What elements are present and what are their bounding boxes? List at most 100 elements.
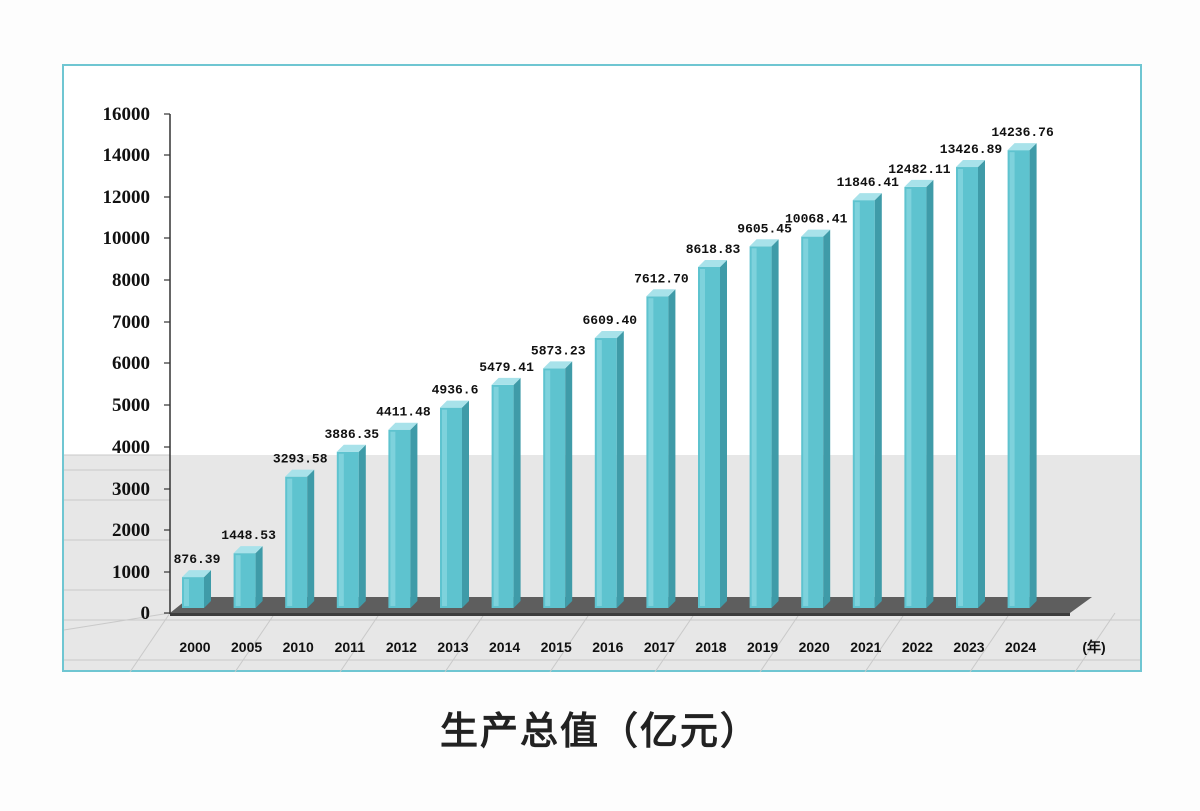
bar-side	[668, 289, 676, 608]
bar-top	[491, 377, 521, 385]
data-label: 5479.41	[479, 360, 534, 375]
data-label: 3886.35	[324, 427, 379, 442]
bar-chart: 0 1000 2000 3000 4000 5000 6000 7000 8000 10000 12…	[63, 104, 1140, 673]
floor-grid-lines	[63, 454, 1140, 673]
x-tick-label: 2022	[902, 639, 933, 655]
bar-highlight	[338, 453, 344, 606]
bar-side	[513, 377, 521, 608]
y-tick-label: 8000	[112, 270, 150, 291]
bar-side	[410, 422, 418, 608]
bar-highlight	[235, 555, 241, 606]
data-label: 1448.53	[221, 528, 276, 543]
bar	[491, 377, 521, 608]
bar-top	[801, 229, 831, 237]
bar	[233, 546, 263, 608]
data-label: 8618.83	[686, 242, 741, 257]
bar	[543, 361, 573, 608]
bar-side	[616, 331, 624, 608]
y-tick-label: 14000	[103, 145, 151, 166]
bar-top	[336, 444, 366, 452]
x-tick-label: 2015	[541, 639, 572, 655]
bar-highlight	[493, 386, 499, 606]
x-axis-unit: (年)	[1082, 639, 1105, 655]
bar-highlight	[751, 248, 757, 606]
bar	[1007, 143, 1037, 608]
bar-top	[852, 193, 882, 201]
bar-side	[720, 260, 727, 608]
bar-side	[204, 570, 211, 608]
y-tick-label: 16000	[103, 104, 151, 125]
bar-top	[956, 160, 985, 168]
bar-side	[358, 444, 366, 608]
bar	[749, 239, 779, 608]
y-tick-label: 3000	[112, 479, 150, 500]
data-label: 876.39	[174, 552, 221, 567]
data-label: 9605.45	[737, 221, 792, 236]
y-tick-label: 7000	[112, 312, 150, 333]
base-plate-edge	[170, 613, 1070, 616]
bar-side	[255, 546, 263, 608]
bar-highlight	[596, 340, 602, 606]
bar-highlight	[390, 431, 396, 606]
bar	[646, 289, 676, 608]
y-tick-label: 1000	[112, 562, 150, 583]
bar-highlight	[442, 409, 447, 606]
bar	[285, 469, 315, 608]
x-tick-label: 2014	[489, 639, 520, 655]
bar-top	[285, 469, 315, 477]
x-tick-label: 2012	[386, 639, 417, 655]
bar-highlight	[700, 269, 705, 606]
bar-top	[388, 422, 418, 430]
data-label: 4411.48	[376, 405, 431, 420]
bar-side	[565, 361, 573, 608]
bar-highlight	[906, 188, 912, 607]
bar	[956, 160, 985, 608]
bar-highlight	[545, 370, 551, 606]
bar-side	[978, 160, 985, 608]
data-label: 12482.11	[888, 162, 951, 177]
x-tick-label: 2016	[592, 639, 623, 655]
data-label: 4936.6	[432, 383, 479, 398]
data-label: 6609.40	[582, 313, 637, 328]
bar	[904, 179, 934, 609]
data-label: 11846.41	[837, 175, 900, 190]
bar-side	[771, 239, 779, 608]
y-tick-label: 12000	[103, 187, 151, 208]
x-axis: 2000 2005 2010 2011 2012 2013 2014 2015 2016 2017…	[179, 639, 1105, 655]
bar-top	[182, 570, 211, 578]
x-tick-label: 2017	[644, 639, 675, 655]
chart-title: 生产总值（亿元）	[439, 709, 760, 753]
bar-side	[874, 193, 882, 608]
x-tick-label: 2011	[335, 639, 366, 655]
x-tick-label: 2000	[179, 639, 210, 655]
data-label: 3293.58	[273, 452, 328, 467]
x-tick-label: 2018	[695, 639, 726, 655]
y-tick-label: 6000	[112, 353, 150, 374]
bar-side	[462, 400, 469, 608]
bar-top	[440, 400, 469, 408]
bar-highlight	[1009, 152, 1015, 606]
bar-top	[646, 289, 676, 297]
bar	[594, 331, 624, 608]
bar-top	[698, 260, 727, 268]
bar-top	[543, 361, 573, 369]
bar-side	[307, 469, 315, 608]
bar-highlight	[958, 169, 963, 606]
x-tick-label: 2021	[850, 639, 881, 655]
y-tick-label: 5000	[112, 395, 150, 416]
bar-highlight	[287, 478, 293, 606]
x-tick-label: 2019	[747, 639, 778, 655]
x-tick-label: 2023	[953, 639, 984, 655]
data-label: 14236.76	[991, 125, 1054, 140]
bar-highlight	[854, 202, 860, 606]
bar	[440, 400, 469, 608]
bar-highlight	[184, 579, 189, 606]
bar	[336, 444, 366, 608]
x-tick-label: 2010	[283, 639, 314, 655]
x-tick-label: 2005	[231, 639, 262, 655]
y-tick-label: 2000	[112, 520, 150, 541]
bar	[698, 260, 727, 608]
bar-top	[749, 239, 779, 247]
data-label: 13426.89	[940, 142, 1003, 157]
